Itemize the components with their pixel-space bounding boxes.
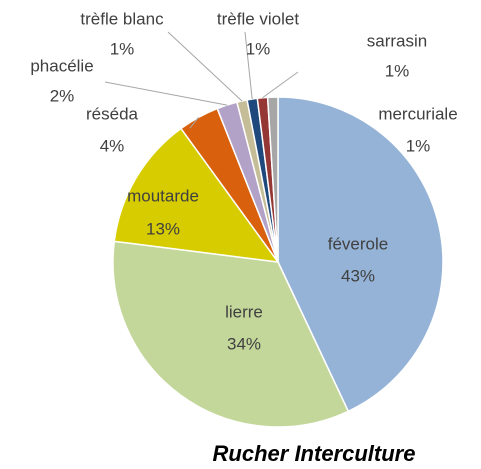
leader-line	[262, 71, 299, 99]
leader-line	[189, 117, 199, 129]
slice-label: réséda	[86, 104, 139, 123]
slice-label: phacélie	[30, 56, 93, 75]
slice-value-label: 1%	[385, 61, 410, 80]
slice-label: moutarde	[127, 186, 199, 205]
pie-slice	[113, 127, 280, 263]
slice-value-label: 43%	[341, 266, 375, 285]
slice-label: lierre	[225, 302, 263, 321]
slice-value-label: 34%	[227, 334, 261, 353]
chart-title: Rucher Interculture	[213, 441, 416, 466]
leader-line	[167, 31, 243, 102]
leader-line	[244, 31, 253, 100]
slice-value-label: 1%	[246, 39, 271, 58]
pie-slice	[277, 96, 444, 413]
slice-label: sarrasin	[367, 31, 427, 50]
slice-value-label: 1%	[406, 136, 431, 155]
pie-slice	[112, 240, 350, 428]
slice-label: trèfle violet	[217, 9, 299, 28]
slice-value-label: 2%	[50, 86, 75, 105]
slice-value-label: 1%	[110, 39, 135, 58]
leader-line	[104, 81, 228, 106]
slice-value-label: 13%	[146, 219, 180, 238]
slice-label: trèfle blanc	[80, 9, 164, 28]
slice-label: féverole	[328, 234, 388, 253]
pie-slice	[266, 96, 279, 263]
slice-label: mercuriale	[378, 104, 457, 123]
slice-value-label: 4%	[100, 136, 125, 155]
